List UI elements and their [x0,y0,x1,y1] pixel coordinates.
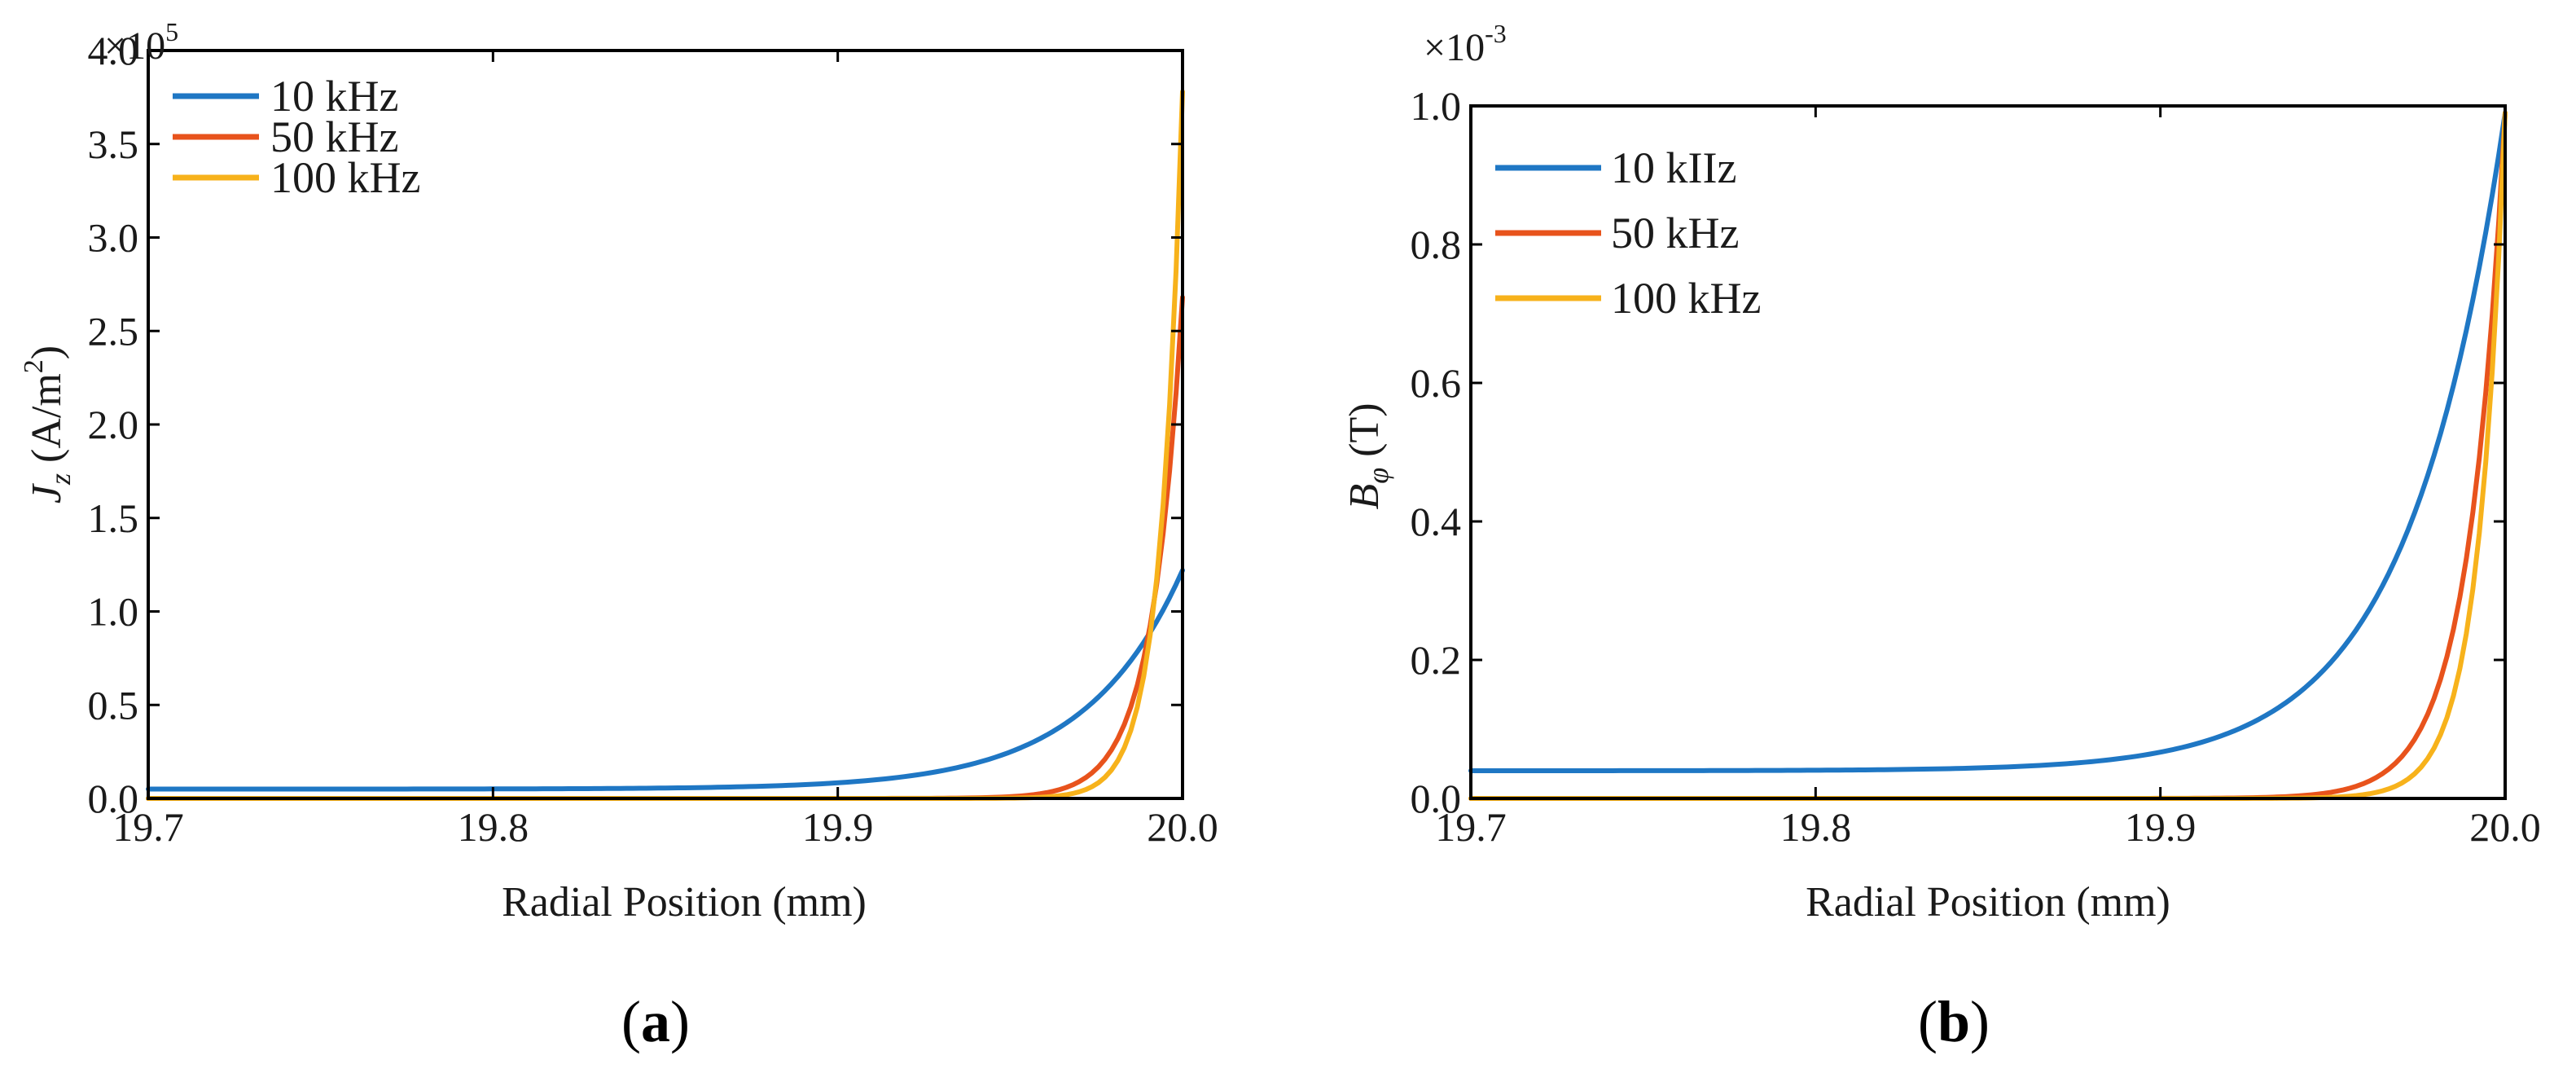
b-x-tick-label: 19.7 [1435,804,1507,850]
a-y-tick-label: 3.5 [88,121,139,167]
a-series-line-0 [146,568,1185,792]
a-x-tick-label: 19.7 [112,804,184,850]
a-axis-multiplier: ×105 [104,17,178,68]
b-legend-label: 10 kIIz [1611,143,1736,192]
b-plot-frame [1469,104,2507,800]
a-x-tick-label: 19.8 [458,804,529,850]
a-x-axis-title: Radial Position (mm) [502,879,867,926]
b-axis-multiplier: ×10-3 [1424,19,1507,69]
b-y-tick-label: 0.8 [1411,222,1462,267]
a-y-tick-label: 3.0 [88,215,139,261]
a-y-axis-title: Jz (A/m2) [19,345,77,504]
b-x-tick-label: 19.9 [2125,804,2196,850]
a-panel-label: (a) [621,989,690,1054]
b-x-axis: 19.7 19.8 19.9 20.0 [1435,106,2541,850]
a-legend-label: 50 kHz [270,112,398,161]
b-y-tick-label: 0.4 [1411,499,1462,544]
b-y-tick-label: 0.6 [1411,360,1462,406]
a-y-tick-label: 2.0 [88,402,139,447]
a-legend-label: 10 kHz [270,72,398,121]
b-y-axis: 0.0 0.2 0.4 0.6 0.8 1.0 [1411,83,2505,821]
b-x-tick-label: 19.8 [1780,804,1852,850]
a-y-tick-label: 2.5 [88,308,139,354]
a-y-tick-label: 0.5 [88,682,139,728]
a-x-tick-label: 19.9 [802,804,874,850]
b-y-tick-label: 0.2 [1411,637,1462,683]
b-y-tick-label: 0.0 [1411,776,1462,821]
b-panel-label: (b) [1918,989,1990,1054]
b-legend: 10 kIIz 50 kHz 100 kHz [1495,143,1761,323]
b-y-axis-title: Bφ (T) [1341,402,1394,509]
panel-a: 0.0 0.5 1.0 1.5 2.0 2.5 3.0 3.5 4.0 19.7 19.8 19.9… [19,17,1218,1054]
b-x-tick-label: 20.0 [2469,804,2541,850]
a-y-tick-label: 1.0 [88,589,139,635]
a-y-tick-label: 0.0 [88,776,139,821]
a-y-tick-label: 4.0 [88,28,139,73]
a-y-axis: 0.0 0.5 1.0 1.5 2.0 2.5 3.0 3.5 4.0 [88,28,1183,821]
b-legend-label: 100 kHz [1611,274,1761,323]
panel-b: 0.0 0.2 0.4 0.6 0.8 1.0 19.7 19.8 19.9 20.0 ×10-… [1341,19,2541,1054]
b-y-tick-label: 1.0 [1411,83,1462,129]
a-series-line-1 [146,294,1185,801]
b-legend-label: 50 kHz [1611,209,1739,257]
a-y-tick-label: 1.5 [88,495,139,541]
a-x-tick-label: 20.0 [1147,804,1218,850]
a-x-axis: 19.7 19.8 19.9 20.0 [112,51,1218,850]
a-legend-label: 100 kHz [270,153,420,202]
b-series-line-0 [1468,110,2508,773]
b-x-axis-title: Radial Position (mm) [1806,879,2170,926]
